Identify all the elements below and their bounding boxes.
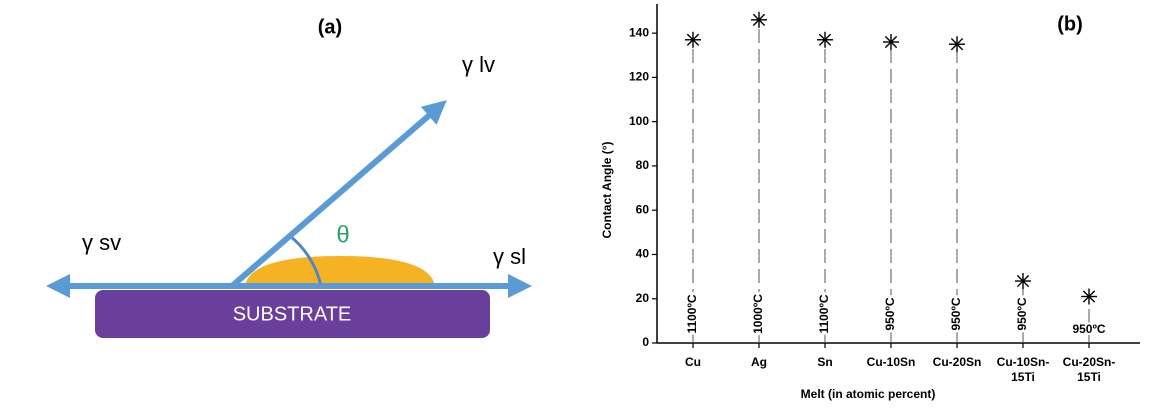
annotation: 950ºC (949, 297, 963, 330)
marker (1015, 273, 1031, 289)
y-axis-label: Contact Angle (°) (600, 141, 614, 238)
x-tick-label: Cu (685, 355, 701, 369)
panel-label: (b) (1057, 13, 1083, 35)
panel-label: (a) (318, 16, 342, 38)
annotation: 1100ºC (817, 294, 831, 333)
annotation: 950ºC (1072, 322, 1105, 336)
diagram: (a) SUBSTRATE γ lv γ sv γ sl θ (55, 16, 526, 338)
figure: (a) SUBSTRATE γ lv γ sv γ sl θ (b) Melt … (0, 0, 1159, 408)
x-tick-label: Ag (751, 355, 767, 369)
y-tick-label: 40 (636, 247, 650, 261)
theta: θ (336, 221, 349, 248)
y-tick-label: 20 (636, 291, 650, 305)
x-tick-label: Cu-20Sn-15Ti (1063, 355, 1116, 384)
droplet (245, 256, 435, 286)
gamma-sl: γ sl (493, 244, 526, 269)
y-tick-label: 120 (629, 70, 649, 84)
x-tick-label: Cu-20Sn (933, 355, 982, 369)
marker (817, 32, 833, 48)
substrate-label: SUBSTRATE (233, 303, 352, 325)
annotation: 1100ºC (685, 294, 699, 333)
gamma-lv: γ lv (462, 52, 495, 77)
annotation: 1000ºC (751, 294, 765, 334)
y-tick-label: 100 (629, 114, 649, 128)
marker (751, 12, 767, 28)
x-axis-label: Melt (in atomic percent) (801, 387, 936, 401)
y-tick-label: 60 (636, 202, 650, 216)
y-tick-label: 140 (629, 25, 649, 39)
chart: (b) Melt (in atomic percent) Contact Ang… (600, 4, 1140, 401)
x-tick-label: Sn (817, 355, 832, 369)
x-tick-label: Cu-10Sn-15Ti (997, 355, 1050, 384)
marker (949, 36, 965, 52)
gamma-sv: γ sv (82, 230, 121, 255)
marker (685, 32, 701, 48)
marker (883, 34, 899, 50)
x-tick-label: Cu-10Sn (867, 355, 916, 369)
y-tick-label: 0 (642, 335, 649, 349)
marker (1081, 289, 1097, 305)
y-tick-label: 80 (636, 158, 650, 172)
annotation: 950ºC (883, 297, 897, 330)
annotation: 950ºC (1015, 297, 1029, 330)
